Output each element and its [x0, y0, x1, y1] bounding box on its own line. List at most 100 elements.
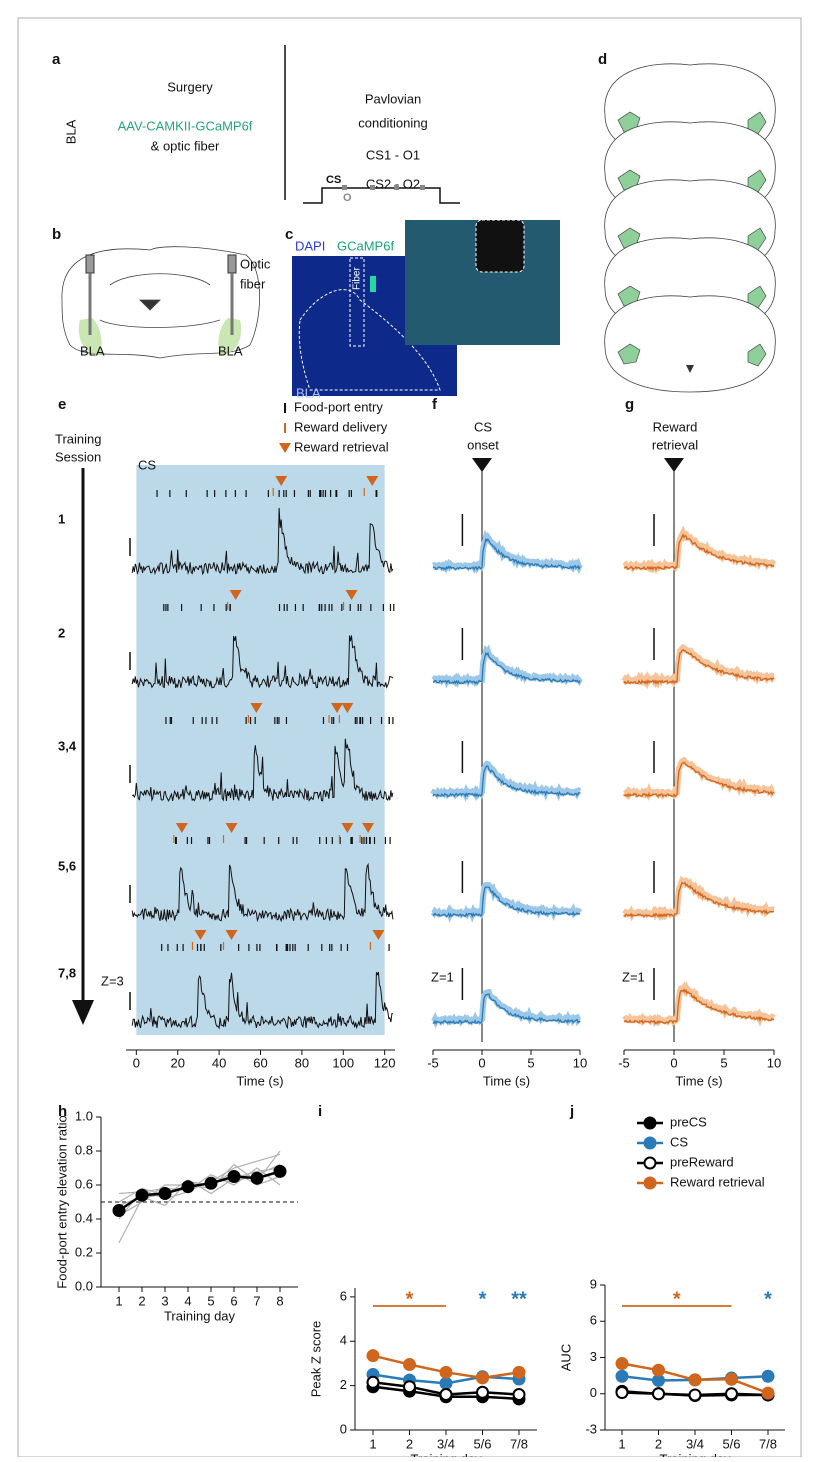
- panel-label: e: [58, 396, 66, 413]
- sem-band-illustration: [621, 643, 776, 690]
- data-point: [688, 1373, 702, 1387]
- gcamp-spot: [370, 276, 376, 292]
- session-label: 3,4: [58, 738, 77, 753]
- data-point: [615, 1386, 629, 1400]
- surgery: Surgery: [167, 79, 213, 94]
- fiber-text: & optic fiber: [151, 138, 220, 153]
- data-point: [476, 1371, 489, 1385]
- reward-retrieval: [225, 930, 238, 940]
- cs: CS: [326, 174, 341, 186]
- data-point: [761, 1386, 775, 1400]
- significance-label: **: [511, 1288, 527, 1310]
- reward-retrieval: [194, 930, 207, 940]
- session-title: Training: [55, 431, 101, 446]
- x-tick-label: 2: [406, 1436, 413, 1451]
- fiber-ferrule: [227, 254, 237, 274]
- x-axis-label: Time (s): [675, 1073, 722, 1088]
- data-point: [250, 1171, 264, 1185]
- stain-label: GCaMP6f: [337, 238, 394, 253]
- x-tick-label: 20: [170, 1055, 184, 1070]
- x-tick-label: 1: [369, 1436, 376, 1451]
- x-tick-label: 3/4: [686, 1436, 704, 1451]
- photometry-trace-illustration: [131, 635, 394, 689]
- sem-band-illustration: [430, 760, 582, 802]
- data-point: [204, 1176, 218, 1190]
- legend-marker: [643, 1156, 657, 1170]
- mean-trace-illustration: [432, 765, 581, 798]
- event-marker: [664, 458, 684, 472]
- bla-region: [78, 318, 102, 355]
- data-point: [366, 1349, 380, 1363]
- optic-fiber-label: Optic: [240, 256, 271, 271]
- cs-schematic: [303, 187, 460, 204]
- y-axis-label: Peak Z score: [308, 1321, 323, 1398]
- x-axis-label: Time (s): [236, 1073, 283, 1088]
- reward-retrieval: [275, 476, 288, 486]
- x-axis-label: Time (s): [483, 1073, 530, 1088]
- data-point: [652, 1387, 665, 1401]
- legend-label: preReward: [670, 1154, 734, 1169]
- panel-label: j: [569, 1103, 574, 1120]
- x-tick-label: 0: [478, 1055, 485, 1070]
- reward-retrieval: [362, 823, 375, 833]
- x-tick-label: 0: [670, 1055, 677, 1070]
- x-tick-label: -5: [618, 1055, 630, 1070]
- significance-label: *: [479, 1288, 487, 1310]
- y-tick-label: 3: [590, 1349, 597, 1364]
- mean-trace-illustration: [623, 988, 775, 1025]
- bla-placement: [617, 111, 641, 133]
- bla-placement: [617, 169, 641, 191]
- x-tick-label: 80: [295, 1055, 309, 1070]
- data-point: [652, 1363, 665, 1377]
- mean-trace-illustration: [432, 886, 581, 919]
- x-tick-label: 40: [212, 1055, 226, 1070]
- y-tick-label: 0: [590, 1385, 597, 1400]
- x-tick-label: 1: [618, 1436, 625, 1451]
- reward-retrieval: [366, 476, 379, 486]
- data-point: [688, 1388, 702, 1402]
- data-point: [439, 1388, 453, 1401]
- mean-trace-illustration: [432, 537, 581, 571]
- sem-band-illustration: [622, 875, 775, 922]
- sem-band-illustration: [431, 644, 583, 689]
- session-label: 5,6: [58, 858, 76, 873]
- legend-label: Reward retrieval: [294, 439, 389, 454]
- legend-marker: [643, 1136, 657, 1150]
- legend-glyph: [279, 443, 291, 453]
- scale-label: Z=1: [431, 969, 454, 984]
- x-tick-label: 10: [767, 1055, 781, 1070]
- x-tick-label: 5: [527, 1055, 534, 1070]
- data-point: [512, 1388, 526, 1401]
- x-tick-label: 6: [230, 1293, 237, 1308]
- x-tick-label: 3/4: [437, 1436, 455, 1451]
- legend-label: CS: [670, 1134, 688, 1149]
- mean-trace-illustration: [623, 648, 774, 686]
- sem-band-illustration: [431, 988, 582, 1029]
- bla-region: [218, 318, 242, 355]
- session-label: 1: [58, 511, 65, 526]
- conditioning: Pavlovian: [365, 91, 421, 106]
- data-point: [181, 1180, 195, 1194]
- data-point: [615, 1369, 629, 1383]
- scale-label: Z=1: [622, 969, 645, 984]
- sem-band-illustration: [430, 881, 583, 923]
- session-label: 2: [58, 625, 65, 640]
- scale-label: Z=3: [101, 973, 124, 988]
- x-axis-label: Training day: [659, 1451, 731, 1457]
- bla-label: BLA: [296, 385, 321, 400]
- mean-trace-illustration: [432, 993, 581, 1025]
- x-tick-label: 5: [720, 1055, 727, 1070]
- fiber-track: [349, 257, 365, 347]
- photometry-trace-illustration: [131, 507, 394, 576]
- panel-label: h: [58, 1103, 67, 1120]
- data-point: [439, 1376, 453, 1390]
- panel-label: g: [625, 396, 634, 413]
- mean-trace-illustration: [433, 651, 581, 685]
- y-tick-label: -3: [585, 1421, 597, 1436]
- data-point: [227, 1170, 241, 1183]
- series-line: [118, 1167, 281, 1203]
- stain-label: DAPI: [295, 238, 325, 253]
- ventricle: [686, 365, 694, 373]
- x-axis-label: Training day: [164, 1308, 236, 1323]
- x-tick-label: 5: [207, 1293, 214, 1308]
